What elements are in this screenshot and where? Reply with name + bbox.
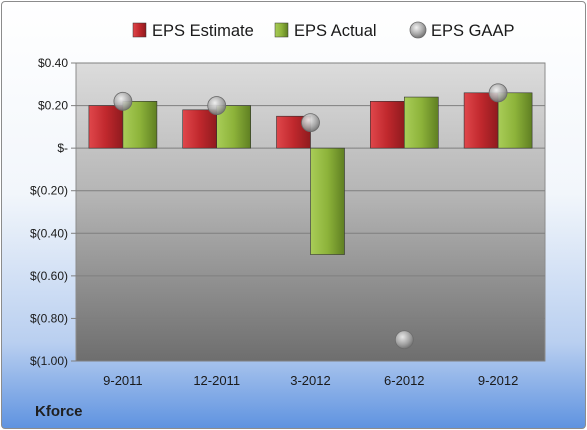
y-tick-label: $(0.40) — [30, 226, 68, 240]
x-tick-label: 12-2011 — [193, 373, 240, 388]
y-tick-label: $0.40 — [38, 56, 68, 70]
estimate-bar-9-2011 — [88, 105, 124, 149]
legend-label: EPS GAAP — [431, 22, 514, 40]
gaap-marker-12-2011 — [207, 96, 227, 115]
y-axis: $0.40 $0.20 $- $(0.20) $(0.40) $(0.60) $(0.80)… — [30, 56, 76, 368]
y-tick-label: $(0.20) — [30, 184, 68, 198]
y-tick-label: $- — [57, 141, 68, 155]
actual-bar-3-2012 — [310, 147, 345, 255]
y-tick-label: $0.20 — [38, 99, 68, 113]
actual-bar-6-2012 — [403, 96, 439, 149]
x-axis: 9-2011 12-2011 3-2012 6-2012 9-2012 — [103, 373, 518, 388]
y-tick-label: $(0.60) — [30, 269, 68, 283]
gaap-marker-9-2012 — [488, 83, 508, 103]
estimate-bar-6-2012 — [369, 101, 405, 149]
legend-label: EPS Actual — [294, 22, 377, 40]
x-tick-label: 6-2012 — [384, 373, 424, 388]
estimate-bar-9-2012 — [463, 92, 499, 149]
y-tick-label: $(0.80) — [30, 311, 68, 325]
actual-bar-9-2011 — [122, 101, 158, 149]
gaap-marker-9-2011 — [113, 91, 133, 111]
x-tick-label: 3-2012 — [290, 373, 330, 388]
y-tick-label: $(1.00) — [30, 354, 68, 368]
legend-swatch-actual — [274, 22, 289, 38]
x-tick-label: 9-2012 — [478, 373, 518, 388]
company-name: Kforce — [35, 403, 83, 420]
x-tick-label: 9-2011 — [103, 373, 143, 388]
actual-bar-9-2012 — [497, 92, 533, 149]
bars — [88, 92, 533, 255]
legend-swatch-gaap — [409, 21, 427, 39]
legend-label: EPS Estimate — [152, 22, 254, 40]
gaap-marker-6-2012 — [394, 330, 414, 350]
legend: EPS Estimate EPS Actual EPS GAAP — [132, 21, 514, 40]
legend-swatch-estimate — [132, 22, 147, 38]
gaap-marker-3-2012 — [301, 113, 320, 132]
estimate-bar-12-2011 — [182, 109, 217, 149]
gaap-markers — [113, 83, 508, 350]
